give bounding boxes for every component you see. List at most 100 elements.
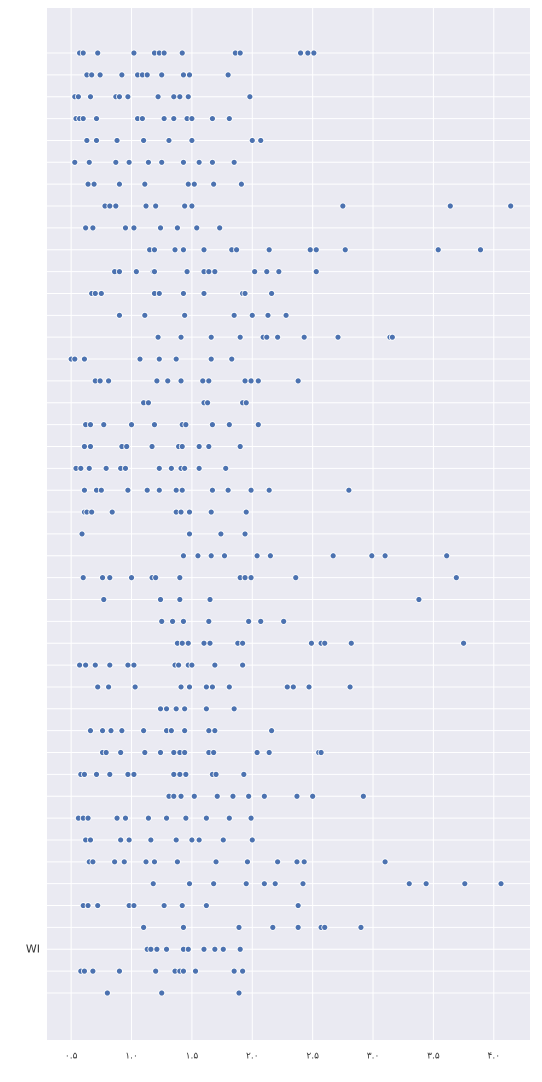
data-point (124, 93, 132, 101)
data-point (90, 180, 98, 188)
data-point (118, 71, 126, 79)
data-point (268, 290, 275, 297)
data-point (81, 770, 88, 778)
data-point (308, 639, 315, 647)
data-point (193, 224, 201, 232)
data-point (178, 486, 186, 494)
data-point (87, 443, 94, 450)
data-point (124, 661, 132, 669)
data-point (321, 924, 329, 931)
data-point (151, 246, 158, 254)
data-point (170, 770, 178, 778)
data-point (103, 989, 111, 997)
data-point (138, 115, 146, 122)
data-point (143, 71, 151, 79)
data-point (151, 858, 158, 866)
data-point (125, 158, 133, 166)
data-point (106, 202, 114, 210)
data-point (181, 311, 189, 319)
data-point (294, 377, 302, 385)
data-point (275, 268, 283, 276)
data-point (149, 880, 157, 888)
data-point (210, 180, 218, 188)
data-point (242, 508, 250, 516)
data-point (265, 486, 273, 494)
data-point (99, 574, 106, 582)
data-point (405, 880, 413, 888)
data-point (148, 443, 156, 450)
data-point (229, 792, 237, 800)
data-point (200, 639, 208, 647)
data-point (84, 180, 92, 188)
data-point (241, 377, 249, 385)
data-point (188, 661, 196, 669)
data-point (89, 858, 97, 866)
data-point (209, 486, 216, 494)
data-point (239, 661, 247, 669)
data-point (163, 814, 170, 822)
data-point (211, 727, 219, 735)
data-point (112, 158, 120, 166)
data-point (434, 246, 442, 254)
data-point (219, 836, 227, 844)
data-point (274, 858, 282, 866)
data-point (87, 727, 94, 735)
data-point (263, 333, 271, 341)
data-point (205, 617, 213, 625)
y-tick-label: WI (26, 942, 40, 955)
data-point (87, 421, 94, 429)
data-point (93, 137, 100, 144)
data-point (209, 158, 216, 166)
data-point (217, 530, 225, 538)
data-point (339, 202, 347, 210)
data-point (83, 137, 91, 144)
data-point (152, 967, 160, 975)
data-point (242, 880, 250, 888)
data-point (93, 770, 100, 778)
data-point (172, 486, 180, 494)
data-point (165, 137, 173, 144)
data-point (141, 749, 149, 756)
data-point (381, 552, 389, 560)
data-point (241, 574, 249, 582)
data-point (81, 355, 88, 363)
data-point (230, 967, 238, 975)
data-point (79, 115, 87, 122)
data-point (294, 902, 302, 909)
data-point (253, 552, 261, 560)
data-point (177, 508, 185, 516)
data-point (195, 464, 203, 472)
data-point (94, 902, 102, 909)
data-point (241, 290, 249, 297)
data-point (120, 858, 128, 866)
data-point (142, 858, 150, 866)
data-point (211, 268, 219, 276)
data-point (300, 858, 308, 866)
data-point (177, 333, 185, 341)
data-point (460, 639, 467, 647)
data-point (160, 902, 168, 909)
data-point (209, 683, 216, 691)
data-point (205, 443, 213, 450)
data-point (163, 705, 170, 713)
data-point (188, 202, 196, 210)
data-point (347, 639, 355, 647)
data-point (317, 749, 325, 756)
data-point (181, 202, 189, 210)
data-point (306, 246, 314, 254)
data-point (209, 421, 216, 429)
data-point (205, 727, 213, 735)
data-point (247, 814, 255, 822)
data-point (251, 268, 259, 276)
data-point (130, 224, 138, 232)
data-point (96, 71, 104, 79)
data-point (180, 552, 187, 560)
x-tick-label: ۳.۵ (427, 1052, 440, 1062)
data-point (207, 508, 215, 516)
data-point (253, 749, 261, 756)
data-point (85, 464, 93, 472)
data-point (140, 727, 148, 735)
data-point (221, 552, 228, 560)
data-point (248, 137, 256, 144)
x-tick-label: ۱.۵ (186, 1052, 199, 1062)
